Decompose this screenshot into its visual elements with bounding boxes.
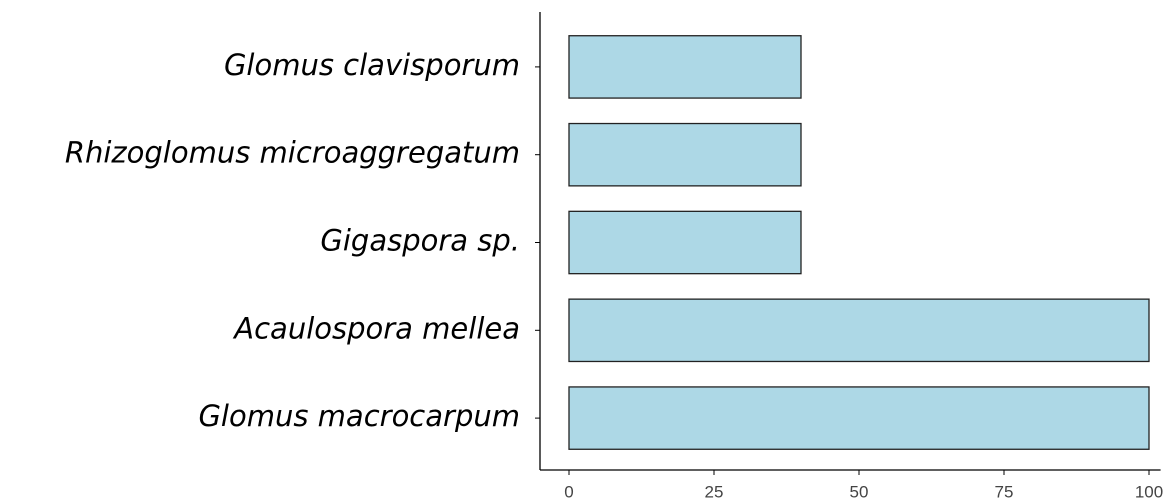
y-tick-label: Glomus macrocarpum [198,399,520,433]
x-tick-label: 50 [850,482,869,501]
bar [568,386,1150,450]
bar [568,298,1150,363]
x-tick-label: 100 [1135,482,1163,501]
y-tick-label: Gigaspora sp. [320,224,520,258]
bar [568,122,802,187]
bar [568,35,802,99]
x-tick-label: 75 [995,482,1014,501]
x-tick-label: 0 [564,482,573,501]
y-tick-label: Acaulospora mellea [232,311,520,345]
y-tick-label: Glomus clavisporum [224,48,520,82]
y-tick-label: Rhizoglomus microaggregatum [65,136,520,170]
bar [568,210,802,275]
x-tick-label: 25 [705,482,724,501]
